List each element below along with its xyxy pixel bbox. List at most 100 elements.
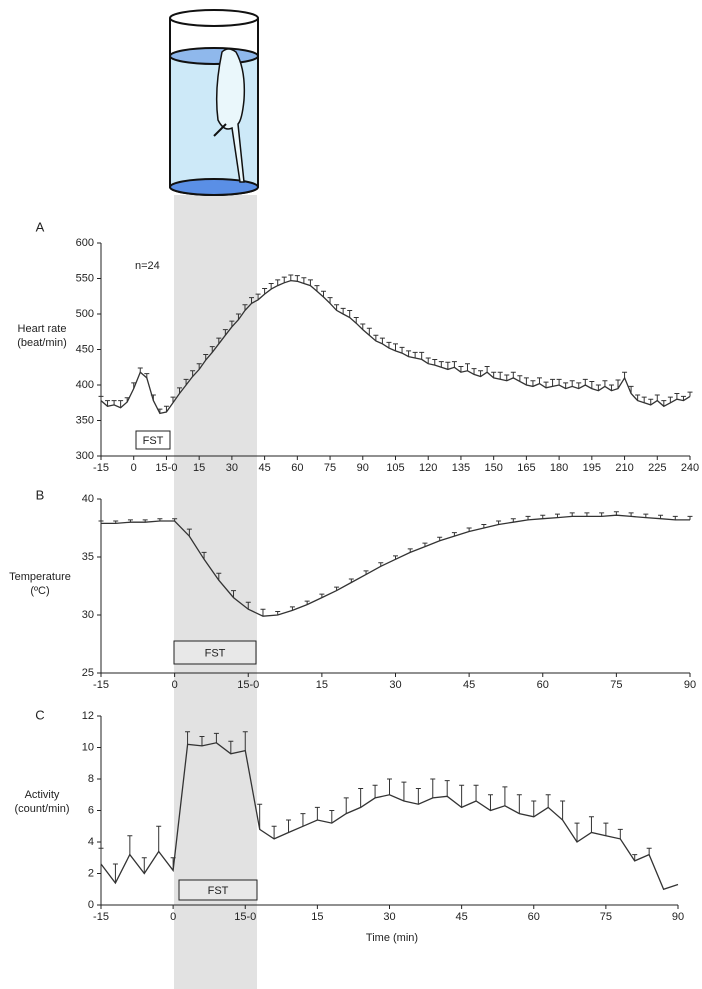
error-bar [307, 279, 313, 286]
error-bar [196, 363, 202, 370]
error-bar [406, 350, 412, 357]
y-axis-label: Heart rate [18, 323, 67, 335]
error-bar [186, 528, 192, 537]
error-bar [329, 810, 335, 824]
y-axis-label: (count/min) [14, 803, 69, 815]
annotation: n=24 [135, 260, 160, 272]
x-tick-label: 90 [672, 911, 684, 923]
error-bar [599, 512, 605, 517]
x-tick-label: 105 [386, 462, 404, 474]
error-bar [124, 397, 130, 403]
error-bar [603, 822, 609, 836]
error-bar [432, 358, 438, 366]
error-bar [334, 304, 340, 311]
error-bar [304, 600, 310, 605]
error-bar [595, 384, 601, 391]
error-bar [680, 395, 686, 401]
error-bar [646, 847, 652, 855]
x-tick-label: 240 [681, 462, 699, 474]
x-tick-label: 120 [419, 462, 437, 474]
error-bar [536, 377, 542, 384]
x-tick-label: 0 [170, 911, 176, 923]
error-bar [275, 279, 281, 286]
error-bar [98, 395, 104, 401]
error-bar [451, 532, 457, 537]
error-bar [242, 731, 248, 751]
x-tick-label: 30 [226, 462, 238, 474]
error-bar [444, 780, 450, 797]
x-tick-label: 60 [537, 679, 549, 691]
error-bar [386, 341, 392, 349]
error-bar [163, 405, 169, 412]
error-bar [401, 781, 407, 802]
error-bar [661, 400, 667, 407]
error-bar [363, 570, 369, 575]
error-bar [319, 593, 325, 598]
error-bar [531, 800, 537, 817]
fst-box [173, 640, 257, 665]
error-bar [550, 378, 556, 387]
error-bar [286, 819, 292, 833]
error-bar [510, 371, 516, 378]
y-axis-label: (ºC) [30, 585, 49, 597]
x-tick-label: 30 [383, 911, 395, 923]
y-tick-label: 450 [76, 343, 94, 355]
error-bar [484, 366, 490, 373]
error-bar [203, 353, 209, 361]
error-bar [327, 297, 333, 304]
error-bar [464, 363, 470, 371]
error-bar [422, 542, 428, 547]
error-bar [235, 313, 241, 320]
x-tick-label: 60 [291, 462, 303, 474]
error-bar [127, 835, 133, 855]
error-bar [321, 290, 327, 297]
x-tick-label: 15 [316, 679, 328, 691]
error-bar [569, 512, 575, 517]
y-tick-label: 12 [82, 710, 94, 722]
x-tick-label: -15 [93, 462, 109, 474]
error-bar [419, 351, 425, 360]
x-tick-label: 0 [172, 679, 178, 691]
error-bar [314, 285, 320, 292]
error-bar [523, 377, 529, 385]
data-line [100, 742, 679, 891]
panel-label: B [36, 487, 45, 502]
error-bar [628, 385, 634, 394]
error-bar [257, 803, 263, 830]
y-tick-label: 550 [76, 272, 94, 284]
y-tick-label: 300 [76, 450, 94, 462]
error-bar [216, 572, 222, 581]
error-bar [437, 536, 443, 541]
error-bar [648, 398, 654, 405]
y-axis-label: Temperature [9, 571, 71, 583]
error-bar [516, 794, 522, 814]
error-bar [228, 740, 234, 754]
error-bar [216, 337, 222, 344]
error-bar [201, 551, 207, 560]
error-bar [98, 520, 104, 524]
y-tick-label: 4 [88, 836, 94, 848]
error-bar [540, 514, 546, 519]
error-bar [589, 380, 595, 389]
error-bar [131, 382, 137, 389]
error-bar [157, 518, 163, 522]
x-tick-label: -15 [93, 911, 109, 923]
x-tick-label: 150 [484, 462, 502, 474]
error-bar [588, 816, 594, 833]
error-bar [242, 304, 248, 311]
error-bar [582, 378, 588, 385]
error-bar [231, 590, 237, 598]
error-bar [387, 778, 392, 795]
x-tick-label: 90 [684, 679, 696, 691]
error-bar [112, 863, 118, 883]
error-bar [622, 371, 628, 378]
error-bar [177, 387, 183, 394]
error-bar [170, 857, 176, 871]
error-bar [672, 515, 678, 520]
error-bar [530, 380, 536, 387]
x-tick-label: 165 [517, 462, 535, 474]
x-tick-label: 90 [357, 462, 369, 474]
x-tick-label: 180 [550, 462, 568, 474]
y-tick-label: 40 [82, 493, 94, 505]
y-tick-label: 30 [82, 609, 94, 621]
